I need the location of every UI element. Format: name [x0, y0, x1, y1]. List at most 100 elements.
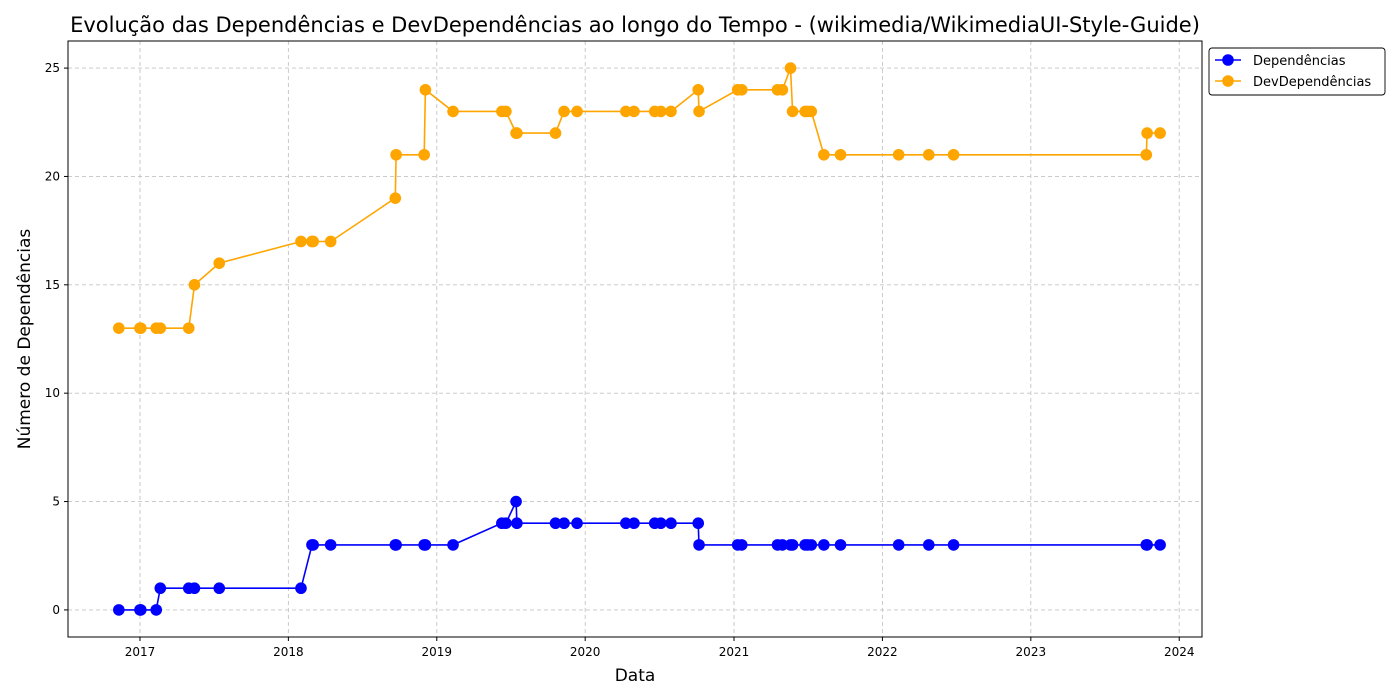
- series-1-point-16: [447, 105, 459, 118]
- series-0-point-18: [500, 517, 512, 530]
- x-tick-label-2: 2019: [422, 645, 453, 659]
- series-1-point-45: [1140, 148, 1153, 161]
- series-1-point-8: [295, 235, 307, 248]
- legend-box: [1208, 47, 1386, 96]
- series-0-point-41: [834, 539, 847, 551]
- series-1-point-7: [213, 257, 226, 269]
- series-0-point-44: [947, 539, 960, 551]
- series-0-point-3: [150, 604, 163, 616]
- series-1-point-32: [735, 83, 748, 96]
- series-0-point-4: [154, 582, 167, 595]
- y-axis-title: Número de Dependências: [15, 229, 35, 450]
- series-0-point-7: [213, 582, 226, 595]
- series-1-point-44: [947, 148, 960, 161]
- x-tick-label-4: 2021: [719, 645, 750, 659]
- series-1-point-18: [500, 105, 512, 118]
- series-1-point-40: [818, 148, 830, 161]
- series-0-point-16: [447, 539, 459, 551]
- series-1-point-34: [776, 83, 789, 96]
- series-1-point-46: [1141, 127, 1153, 139]
- chart-title: Evolução das Dependências e DevDependênc…: [70, 13, 1200, 37]
- y-tick-label-0: 0: [52, 603, 60, 617]
- series-1-point-43: [922, 148, 935, 161]
- series-0-point-19: [510, 495, 522, 508]
- series-1-point-12: [389, 192, 402, 204]
- series-0-point-43: [922, 539, 935, 551]
- series-0-point-21: [549, 517, 562, 530]
- plot-frame: [67, 40, 1203, 638]
- series-0-point-29: [692, 517, 705, 530]
- series-0-point-27: [655, 517, 667, 530]
- series-0-point-2: [134, 604, 147, 616]
- x-tick-label-1: 2018: [273, 645, 304, 659]
- series-1-point-25: [628, 105, 640, 118]
- x-tick-label-6: 2023: [1016, 645, 1047, 659]
- series-1-point-23: [571, 105, 583, 118]
- series-0-point-40: [818, 539, 830, 551]
- series-0-point-0: [113, 604, 125, 616]
- series-0-point-23: [571, 517, 583, 530]
- series-1-point-15: [419, 83, 432, 96]
- series-1-point-29: [692, 83, 705, 96]
- series-0-point-22: [558, 517, 570, 530]
- legend: Dependências DevDependências: [1208, 47, 1386, 96]
- series-1-point-30: [693, 105, 705, 118]
- series-1-point-14: [418, 148, 430, 161]
- series-0-point-42: [892, 539, 905, 551]
- series-1-point-47: [1154, 127, 1166, 139]
- series-1-point-13: [390, 148, 402, 161]
- series-0-point-47: [1154, 539, 1166, 551]
- series-1-point-0: [113, 322, 125, 334]
- x-axis-title: Data: [615, 666, 656, 686]
- legend-marker-0: [1222, 54, 1234, 66]
- series-0-point-24: [620, 517, 632, 530]
- series-1-point-35: [784, 62, 797, 74]
- x-tick-label-5: 2022: [867, 645, 898, 659]
- y-tick-label-2: 10: [45, 386, 60, 400]
- y-tick-label-4: 20: [45, 169, 60, 183]
- series-1-point-4: [154, 322, 167, 334]
- series-1-point-5: [182, 322, 195, 334]
- series-0-point-28: [665, 517, 677, 530]
- series-1-point-36: [786, 105, 799, 118]
- series-1-point-24: [620, 105, 632, 118]
- series-1-point-20: [511, 127, 523, 139]
- x-tick-label-7: 2024: [1164, 645, 1195, 659]
- series-0-point-15: [419, 539, 432, 551]
- series-1-point-2: [134, 322, 147, 334]
- series-0-point-46: [1141, 539, 1153, 551]
- series-1-point-28: [665, 105, 677, 118]
- series-0-point-11: [324, 539, 337, 551]
- series-1-point-39: [805, 105, 818, 118]
- series-0-point-34: [776, 539, 789, 551]
- series-0-point-8: [295, 582, 307, 595]
- series-0-point-13: [390, 539, 402, 551]
- x-tick-label-3: 2020: [570, 645, 601, 659]
- series-1-point-21: [549, 127, 562, 139]
- grid: [68, 41, 1202, 637]
- series-0-point-25: [628, 517, 640, 530]
- series-1-point-11: [324, 235, 337, 248]
- series-0-point-30: [693, 539, 705, 551]
- legend-label-0: Dependências: [1253, 54, 1346, 69]
- series-0-point-6: [188, 582, 201, 595]
- series-1-point-10: [307, 235, 319, 248]
- series-1-point-41: [834, 148, 847, 161]
- series-line-1: [118, 67, 1161, 330]
- series-0-point-36: [786, 539, 799, 551]
- series-0-point-10: [307, 539, 319, 551]
- series-0-point-20: [511, 517, 523, 530]
- series-1-point-27: [655, 105, 667, 118]
- series-1-point-22: [558, 105, 570, 118]
- series-0-point-39: [805, 539, 818, 551]
- series-1-point-42: [892, 148, 905, 161]
- legend-marker-1: [1222, 75, 1234, 87]
- series-0-point-32: [735, 539, 748, 551]
- y-tick-label-3: 15: [45, 278, 60, 292]
- series-1-point-6: [188, 279, 201, 291]
- y-tick-label-5: 25: [45, 61, 60, 75]
- ticks: 2017 2018 2019 2020 2021 2022 2023 2024 0 5 10 15 20…: [45, 61, 1195, 659]
- legend-label-1: DevDependências: [1253, 75, 1371, 90]
